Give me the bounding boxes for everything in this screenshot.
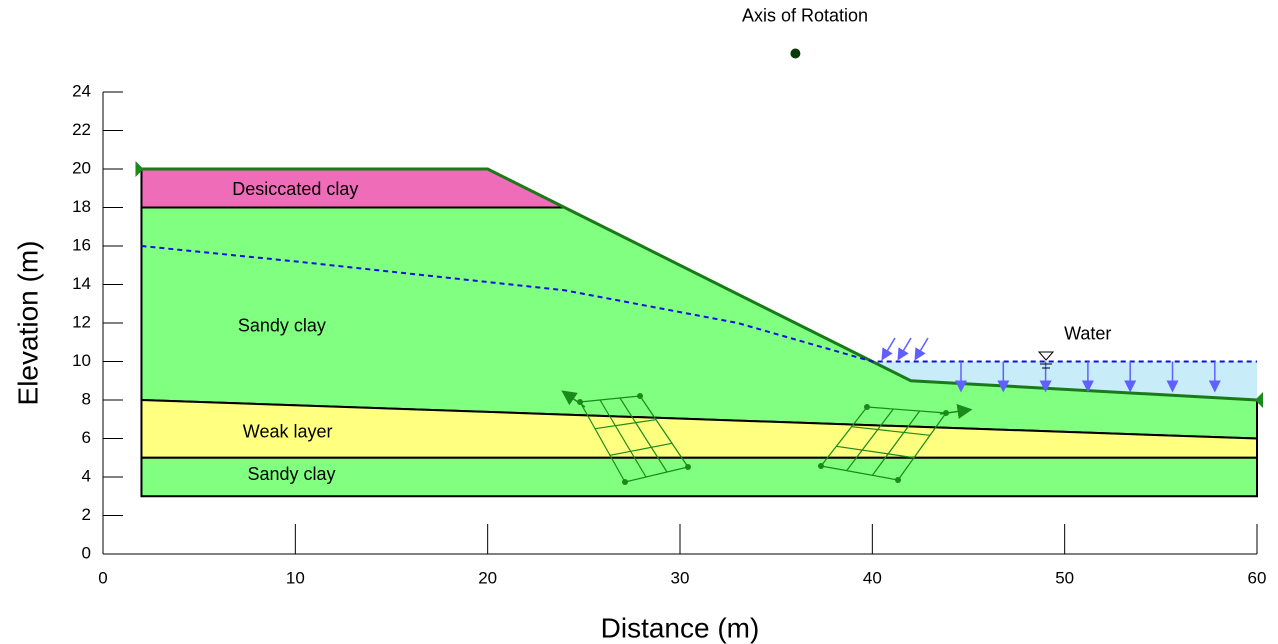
axis-of-rotation-label: Axis of Rotation [742,6,868,26]
grid-line [851,426,931,436]
y-tick-label: 10 [72,351,91,370]
grid-node [577,399,583,405]
region-label: Sandy clay [247,464,335,484]
grid-line [599,399,647,478]
x-tick-label: 50 [1055,568,1074,587]
grid-line [820,406,868,467]
grid-line [579,401,626,483]
water-region [872,361,1257,400]
region-label: Weak layer [243,421,333,441]
grid-line [609,442,673,456]
grid-node [685,464,691,470]
x-tick-label: 40 [863,568,882,587]
grid-line [579,395,641,403]
y-tick-label: 6 [82,428,91,447]
region-label: Sandy clay [238,316,326,336]
water-load-arrow [881,337,896,361]
x-tick-label: 0 [98,568,107,587]
boundary-marker [135,161,144,177]
grid-line [624,466,689,483]
grid-node [818,463,824,469]
grid-arrow [561,390,586,408]
y-tick-label: 2 [82,505,91,524]
x-axis-title: Distance (m) [601,612,760,643]
y-tick-label: 14 [72,274,91,293]
piezometric-line [141,245,1257,363]
y-tick-label: 4 [82,466,91,485]
grid-arrow [939,404,973,419]
grid-node [895,477,901,483]
water-load-arrow [897,337,912,361]
y-tick-label: 18 [72,197,91,216]
axis-of-rotation [790,48,801,59]
x-tick-label: 20 [478,568,497,587]
ground-surface [141,167,1258,402]
grid-line [897,412,947,481]
region-label: Desiccated clay [232,179,358,199]
grid-line [594,419,657,430]
y-tick-label: 20 [72,158,91,177]
y-axis-title: Elevation (m) [12,241,43,406]
y-tick-label: 0 [82,543,91,562]
y-tick-label: 8 [82,389,91,408]
grid-line [820,465,899,481]
grid-line [619,397,668,473]
x-tick-label: 10 [286,568,305,587]
grid-line [846,408,894,472]
grid-node [864,404,870,410]
grid-node [622,479,628,485]
grid-line [871,410,921,476]
y-tick-label: 24 [72,81,91,100]
y-tick-label: 22 [72,120,91,139]
water-table-symbol [1037,351,1055,369]
grid-node [637,393,643,399]
grid-line [639,395,689,468]
grid-line [836,445,915,459]
water-load-arrow [914,337,929,361]
y-tick-label: 16 [72,235,91,254]
region-label: Water [1064,323,1111,343]
x-tick-label: 30 [671,568,690,587]
y-tick-label: 12 [72,312,91,331]
x-tick-label: 60 [1248,568,1267,587]
boundary-marker [1255,392,1263,408]
grid-line [866,406,947,414]
